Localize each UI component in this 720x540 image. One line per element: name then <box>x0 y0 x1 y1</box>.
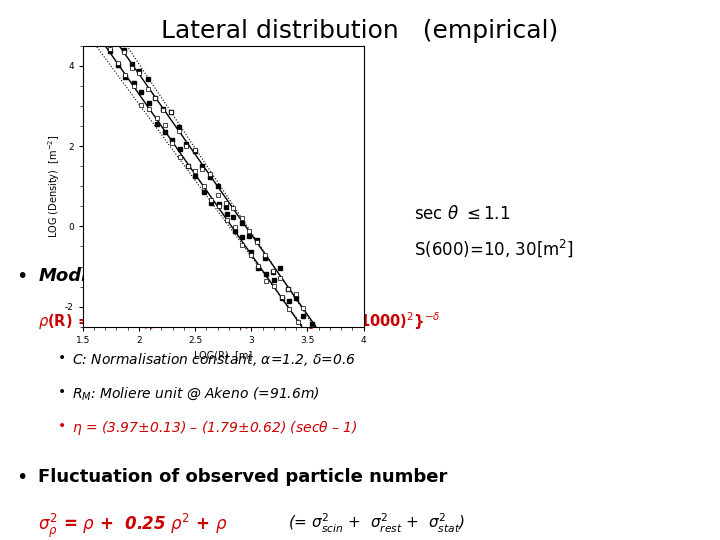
Text: $\sigma_\rho^2$ = $\rho$ +  0.25 $\rho^2$ + $\rho$: $\sigma_\rho^2$ = $\rho$ + 0.25 $\rho^2$… <box>38 512 228 540</box>
Text: •: • <box>16 468 27 487</box>
Text: (= $\sigma_{scin}^2$ +  $\sigma_{rest}^2$ +  $\sigma_{stat}^2$): (= $\sigma_{scin}^2$ + $\sigma_{rest}^2$… <box>288 512 465 535</box>
Text: Modified: Modified <box>38 267 127 285</box>
Text: $R_M$: Moliere unit @ Akeno (=91.6m): $R_M$: Moliere unit @ Akeno (=91.6m) <box>72 385 320 402</box>
Text: Linsley formula: Linsley formula <box>121 267 283 285</box>
Text: S(600)=10, 30[m$^2$]: S(600)=10, 30[m$^2$] <box>414 238 574 259</box>
Text: $C$: Normalisation constant, $\alpha$=1.2, $\delta$=0.6: $C$: Normalisation constant, $\alpha$=1.… <box>72 351 356 368</box>
Y-axis label: LOG (Density)  [m$^{-2}$]: LOG (Density) [m$^{-2}$] <box>46 134 62 238</box>
Text: •: • <box>58 385 66 399</box>
Text: Fluctuation of observed particle number: Fluctuation of observed particle number <box>38 468 448 485</box>
Text: $\eta$ = (3.97$\pm$0.13) – (1.79$\pm$0.62) (sec$\theta$ – 1): $\eta$ = (3.97$\pm$0.13) – (1.79$\pm$0.6… <box>72 419 358 437</box>
Text: Lateral distribution   (empirical): Lateral distribution (empirical) <box>161 19 559 43</box>
Text: •: • <box>58 419 66 433</box>
Text: sec $\theta$ $\leq$1.1: sec $\theta$ $\leq$1.1 <box>414 205 510 223</box>
Text: •: • <box>16 267 27 286</box>
Text: •: • <box>58 351 66 365</box>
X-axis label: LOG(R)  [m]: LOG(R) [m] <box>194 350 252 360</box>
Text: $\rho$(R) = C (R/R$_M$)$^{-\alpha}$ (1+R/R$_M$)$^{-(\eta-\alpha)}$ {1+(R/1000)$^: $\rho$(R) = C (R/R$_M$)$^{-\alpha}$ (1+R… <box>38 310 441 332</box>
